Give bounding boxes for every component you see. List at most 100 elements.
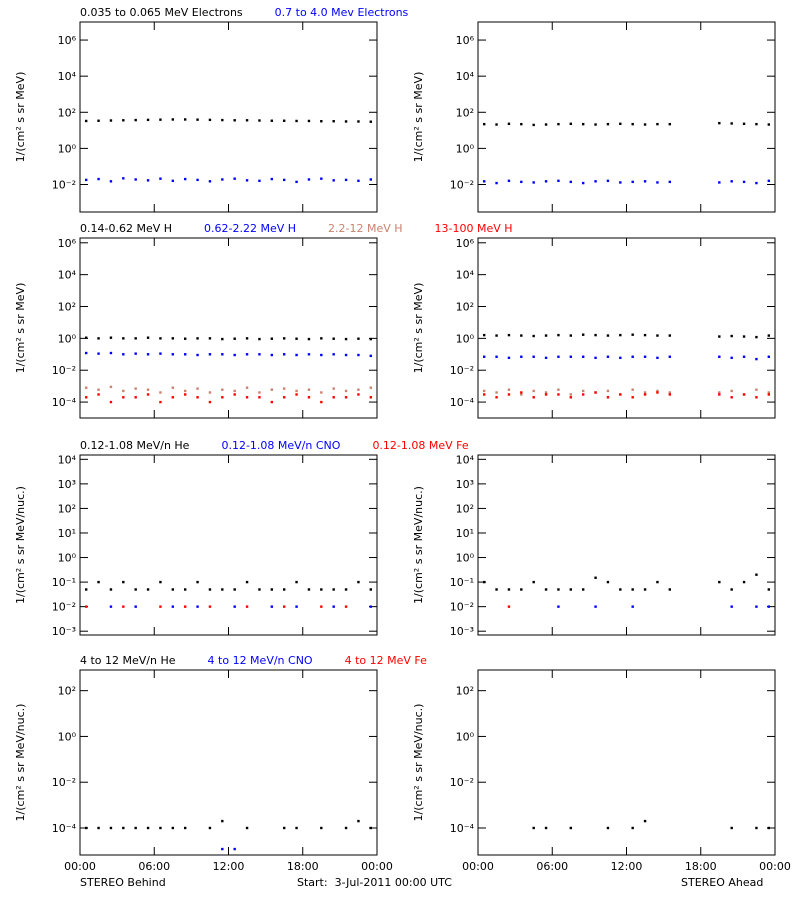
data-point: [344, 826, 348, 830]
data-point: [482, 180, 486, 183]
data-point: [208, 180, 212, 183]
y-tick-label: 10⁴: [58, 453, 77, 466]
y-tick-label: 10⁰: [58, 552, 77, 565]
data-point: [208, 605, 212, 608]
data-point: [183, 118, 187, 121]
data-point: [221, 178, 224, 181]
data-point: [544, 334, 548, 337]
data-point: [767, 393, 771, 396]
data-point: [122, 177, 125, 180]
y-axis-label: 1/(cm² s sr MeV): [412, 283, 425, 374]
data-point: [196, 337, 199, 340]
data-point: [730, 605, 733, 608]
data-point: [643, 393, 647, 396]
data-point: [146, 336, 150, 339]
y-tick-label: 10³: [456, 478, 474, 491]
data-point: [109, 336, 113, 339]
data-point: [755, 388, 758, 391]
data-point: [84, 588, 88, 591]
y-tick-label: 10⁻²: [52, 179, 76, 192]
data-point: [320, 353, 323, 357]
data-point: [208, 588, 212, 591]
y-tick-label: 10⁻³: [450, 625, 474, 638]
data-point: [656, 122, 659, 126]
data-point: [84, 178, 88, 182]
data-point: [767, 391, 771, 394]
data-point: [718, 393, 721, 396]
legend-entry: 0.62-2.22 MeV H: [204, 222, 296, 235]
data-point: [159, 118, 162, 121]
data-point: [581, 393, 585, 396]
data-point: [631, 180, 634, 184]
data-point: [146, 388, 150, 391]
data-point: [581, 181, 585, 185]
data-point: [221, 847, 224, 851]
y-tick-label: 10⁻²: [52, 776, 76, 789]
data-point: [245, 179, 249, 182]
y-tick-label: 10⁰: [456, 552, 475, 565]
data-point: [606, 826, 610, 830]
data-point: [643, 180, 647, 183]
data-point: [495, 396, 498, 399]
data-point: [245, 605, 249, 608]
data-point: [282, 605, 286, 608]
data-point: [258, 588, 261, 591]
data-point: [767, 826, 771, 830]
data-point: [307, 178, 311, 181]
data-point: [109, 119, 113, 122]
x-tick-label: 18:00: [685, 860, 717, 873]
data-point: [544, 180, 548, 183]
data-point: [631, 588, 634, 591]
data-point: [109, 588, 113, 591]
data-point: [270, 119, 274, 122]
data-point: [307, 396, 311, 399]
data-point: [482, 122, 486, 126]
data-point: [581, 355, 585, 358]
data-point: [320, 588, 323, 591]
data-point: [332, 353, 335, 356]
data-point: [344, 588, 348, 591]
y-tick-label: 10¹: [58, 527, 76, 540]
data-point: [171, 588, 175, 591]
data-point: [146, 826, 150, 830]
data-point: [767, 123, 771, 126]
data-point: [718, 355, 721, 358]
data-point: [208, 826, 212, 830]
data-point: [656, 389, 659, 393]
data-point: [146, 353, 150, 356]
y-tick-label: 10⁶: [456, 237, 475, 250]
data-point: [109, 605, 113, 608]
data-point: [482, 333, 486, 337]
data-point: [656, 181, 659, 184]
data-point: [109, 385, 113, 389]
legend-entry: 13-100 MeV H: [435, 222, 513, 235]
data-point: [668, 334, 672, 337]
data-point: [221, 388, 224, 391]
y-tick-label: 10⁰: [456, 142, 475, 155]
data-point: [196, 118, 199, 121]
data-point: [520, 334, 523, 337]
data-point: [482, 355, 486, 358]
data-point: [606, 580, 610, 584]
data-point: [482, 389, 486, 393]
data-point: [520, 180, 523, 184]
data-point: [221, 819, 224, 823]
data-point: [295, 119, 298, 123]
y-tick-label: 10⁻¹: [450, 576, 474, 589]
y-tick-label: 10²: [58, 502, 76, 515]
data-point: [171, 337, 175, 340]
data-point: [183, 393, 187, 396]
data-point: [159, 391, 162, 394]
data-point: [208, 391, 212, 394]
data-point: [569, 393, 573, 396]
data-point: [656, 334, 659, 337]
data-point: [369, 396, 373, 399]
data-point: [320, 120, 323, 123]
data-point: [221, 588, 224, 591]
data-point: [320, 605, 323, 608]
data-point: [97, 119, 100, 122]
data-point: [755, 122, 758, 126]
data-point: [258, 337, 261, 341]
data-point: [332, 179, 335, 182]
data-point: [755, 357, 758, 361]
